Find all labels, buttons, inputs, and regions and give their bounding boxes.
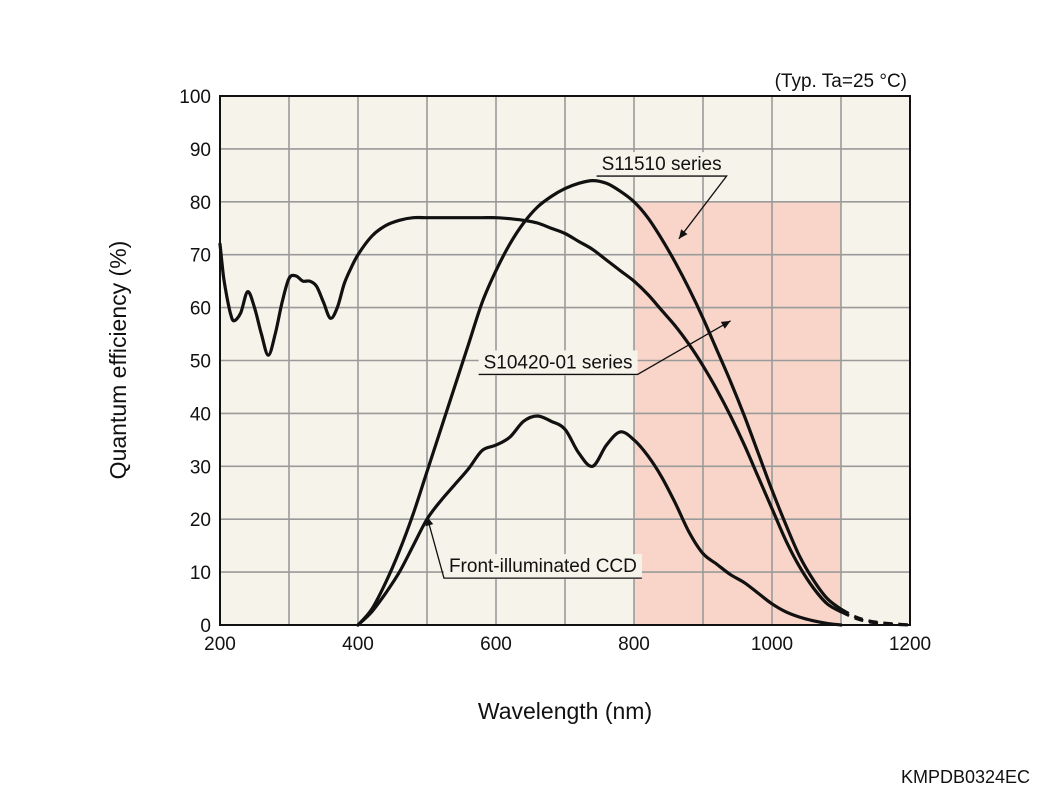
annotation-s11510-series: S11510 series [596,152,728,240]
y-tick-label: 40 [190,404,211,425]
annotation-front-illuminated-ccd: Front-illuminated CCD [425,516,642,580]
leader-arrowhead [720,320,731,329]
x-tick-label: 1000 [751,634,793,655]
x-tick-label: 800 [618,634,650,655]
series-label: Front-illuminated CCD [449,556,637,577]
x-tick-label: 200 [204,634,236,655]
figure-code: KMPDB0324EC [901,767,1030,787]
plot-frame [219,95,911,626]
x-tick-label: 400 [342,634,374,655]
y-tick-label: 70 [190,246,211,267]
y-tick-label: 90 [190,140,211,161]
leader-line [596,175,728,240]
leader-line [426,516,642,579]
x-axis-ticks: 200 400 600 800 1000 1200 [204,634,931,655]
y-tick-label: 0 [200,616,211,637]
y-tick-label: 60 [190,299,211,320]
label-backing [443,554,642,580]
series-line-s10420-01-series [218,215,843,614]
series-extrapolation-s10420-01-series [840,610,911,627]
series-line-front-illuminated-ccd [356,414,843,627]
y-tick-label: 30 [190,457,211,478]
x-tick-label: 600 [480,634,512,655]
label-backing [478,350,638,376]
y-tick-label: 10 [190,563,211,584]
leader-arrowhead [678,229,688,239]
leader-line [478,320,731,376]
y-axis-ticks: 0 10 20 30 40 50 60 70 80 90 100 [179,87,211,637]
annotation-s10420-01-series: S10420-01 series [478,320,731,376]
x-tick-label: 1200 [889,634,931,655]
y-tick-label: 50 [190,352,211,373]
series-lines [218,179,911,627]
series-label: S10420-01 series [484,352,633,373]
series-annotations: S11510 series S10420-01 series Front-illum… [425,152,731,580]
label-backing [596,152,727,178]
series-label: S11510 series [602,154,722,175]
y-tick-label: 20 [190,510,211,531]
condition-note: (Typ. Ta=25 °C) [775,71,907,92]
series-line-s11510-series [356,179,843,627]
x-axis-title: Wavelength (nm) [478,698,652,724]
leader-arrowhead [425,516,434,527]
y-axis-title: Quantum efficiency (%) [105,241,131,480]
y-tick-label: 80 [190,193,211,214]
y-tick-label: 100 [179,87,211,108]
